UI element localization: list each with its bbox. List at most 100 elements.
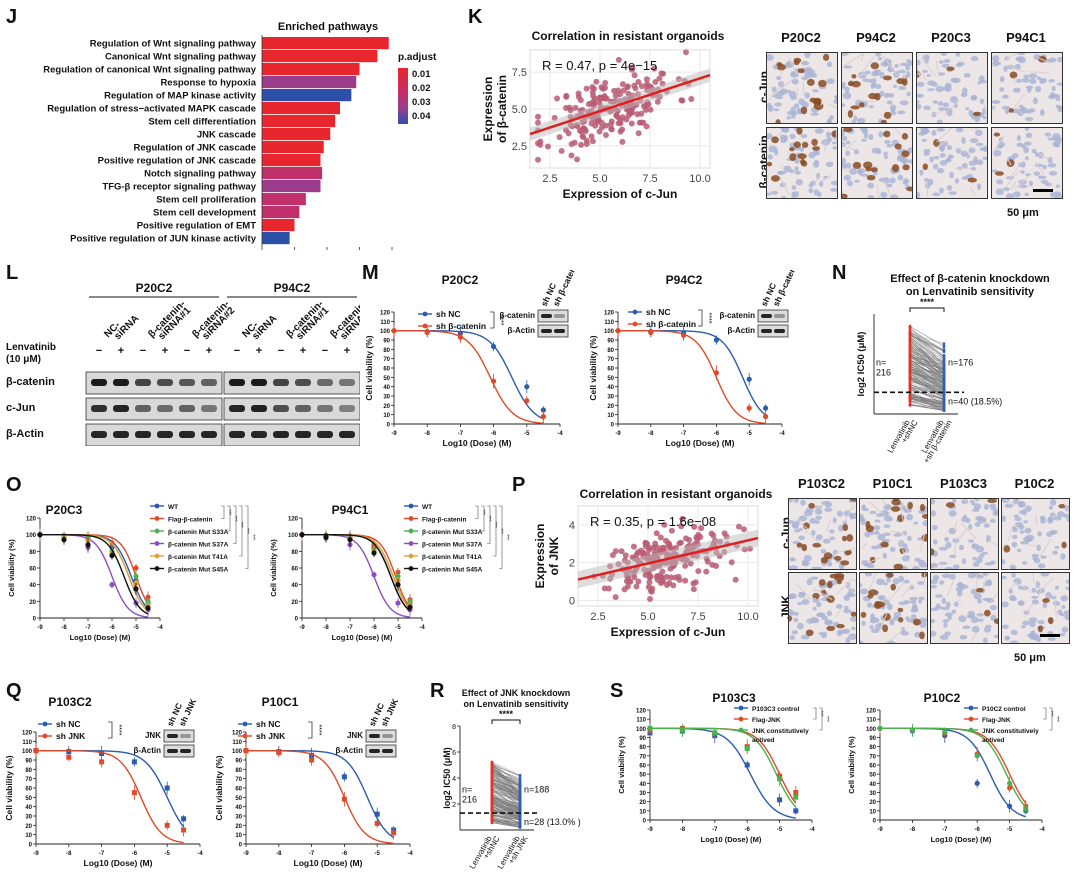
nucleus [996, 61, 1001, 66]
nucleus [995, 188, 1004, 196]
pair-line [491, 762, 521, 788]
data-point [99, 750, 105, 756]
nucleus [885, 183, 893, 188]
significance-stars: *** [1054, 716, 1060, 722]
nucleus [790, 595, 795, 599]
stained-nucleus [1058, 504, 1067, 509]
fit-curve [879, 727, 1027, 808]
nucleus [820, 548, 827, 554]
fit-curve [35, 749, 185, 828]
stained-nucleus [800, 106, 808, 115]
nucleus [937, 72, 946, 76]
nucleus [810, 617, 820, 624]
inset-band [541, 314, 552, 318]
y-tick-label: 20 [29, 600, 36, 606]
y-tick-label: 50 [383, 376, 390, 382]
legend-label: Flag-JNK [982, 717, 1011, 724]
nucleus [1061, 626, 1069, 633]
y-tick-label: 110 [636, 718, 646, 724]
nucleus [893, 532, 903, 537]
nucleus [971, 508, 980, 512]
legend-label: β-catenin Mut S33A [422, 529, 483, 536]
stained-nucleus [770, 175, 780, 182]
scatter-point [572, 104, 579, 111]
nucleus [1024, 527, 1032, 534]
y-tick-label: 100 [22, 749, 33, 755]
data-point [763, 405, 769, 411]
x-tick-label: -6 [371, 625, 377, 631]
data-point [341, 796, 347, 802]
ihc-column-label: P20C2 [781, 30, 821, 45]
nucleus [774, 148, 779, 156]
stained-nucleus [893, 563, 904, 571]
tissue-fiber [860, 53, 877, 74]
nucleus [953, 601, 959, 607]
pair-point-left [908, 386, 912, 390]
legend-marker [408, 566, 414, 571]
y-tick-label: 120 [232, 731, 243, 737]
nucleus [1018, 524, 1025, 530]
stained-nucleus [850, 105, 860, 110]
x-tick-label: -6 [342, 851, 348, 857]
x-tick-label: -7 [458, 431, 464, 437]
nucleus [790, 71, 799, 78]
y-axis-label: of JNK [547, 536, 561, 575]
category-label: Regulation of Wnt signaling pathway [90, 39, 257, 50]
nucleus [946, 601, 951, 608]
nucleus [968, 109, 974, 117]
pair-line [909, 400, 945, 408]
chart-title: Enriched pathways [278, 21, 378, 33]
nucleus [943, 622, 948, 628]
significance-stars: *** [226, 509, 232, 515]
fit-curve [245, 749, 394, 839]
nucleus [918, 617, 928, 623]
nucleus [803, 510, 813, 517]
stained-nucleus [967, 177, 977, 183]
scatter-point [661, 521, 668, 528]
x-tick-label: -8 [648, 431, 654, 437]
nucleus [975, 142, 984, 147]
nucleus [923, 178, 929, 183]
nucleus [929, 584, 938, 589]
legend-label: sh NC [56, 719, 81, 729]
nucleus [923, 105, 931, 110]
data-point [540, 407, 546, 413]
ihc-texture [786, 496, 860, 571]
y-tick-label: 30 [383, 395, 390, 401]
ihc-texture [903, 51, 988, 125]
pair-line [909, 325, 945, 348]
stained-nucleus [852, 161, 862, 170]
stained-nucleus [836, 579, 842, 585]
y-tick-label: 70 [383, 357, 390, 363]
scatter-point [645, 101, 652, 108]
legend-label: β-catenin Mut S37A [422, 542, 483, 549]
stained-nucleus [818, 79, 827, 88]
fit-curve [39, 533, 149, 610]
data-point [424, 329, 430, 336]
y-tick-label: 90 [639, 736, 646, 742]
nucleus [977, 81, 982, 85]
nucleus [874, 84, 882, 90]
x-tick-label: -6 [975, 827, 981, 833]
nucleus [1031, 553, 1040, 559]
nucleus [970, 166, 977, 171]
scale-bar-label: 50 μm [1014, 652, 1046, 664]
ihc-image-catenin-p94c1 [991, 126, 1063, 200]
nucleus [1016, 548, 1022, 553]
legend-label: sh JNK [256, 731, 286, 741]
significance-bracket [233, 505, 237, 544]
stained-nucleus [1061, 541, 1067, 549]
stained-nucleus [874, 92, 881, 101]
data-point [309, 757, 315, 763]
nucleus [864, 531, 871, 538]
nucleus [957, 581, 963, 589]
y-tick-label: 30 [25, 815, 32, 821]
tissue-fiber [1012, 503, 1016, 507]
tissue-fiber [812, 587, 833, 600]
x-tick-label: -9 [391, 431, 397, 437]
tissue-fiber [1037, 586, 1043, 598]
significance-stars: *** [486, 516, 492, 522]
nucleus [899, 100, 909, 106]
scatter-point [612, 548, 619, 555]
x-tick-label: -8 [680, 827, 686, 833]
